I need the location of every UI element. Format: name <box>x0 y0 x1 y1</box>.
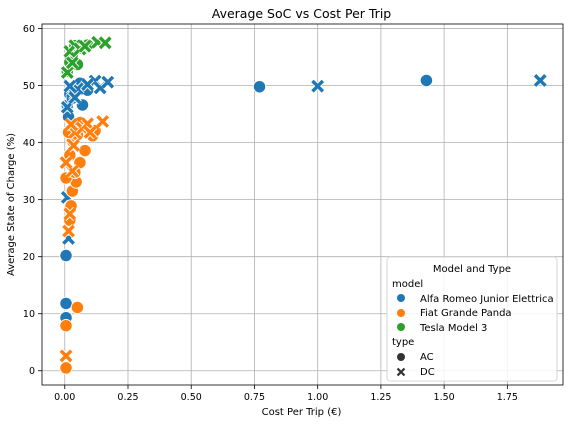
legend-marker-alfa <box>397 294 405 302</box>
data-point-dc <box>100 75 115 90</box>
data-point-dc <box>62 79 77 94</box>
legend-label-tesla: Tesla Model 3 <box>419 323 487 334</box>
y-tick-label: 60 <box>23 24 35 35</box>
data-point-dc <box>98 35 113 50</box>
y-tick-label: 20 <box>23 252 35 263</box>
data-point-dc <box>61 223 76 239</box>
data-points <box>58 35 548 375</box>
legend-marker-fiat <box>397 309 405 317</box>
data-point-dc <box>77 39 93 54</box>
legend: Model and Type model Alfa Romeo Junior E… <box>386 256 558 382</box>
chart-title: Average SoC vs Cost Per Trip <box>212 6 392 21</box>
data-point-dc <box>60 65 75 80</box>
legend-model-heading: model <box>392 279 423 290</box>
data-point-ac <box>78 143 92 158</box>
data-point-ac <box>70 300 85 315</box>
legend-label-fiat: Fiat Grande Panda <box>420 308 512 319</box>
data-point-ac <box>252 80 267 94</box>
x-axis-label: Cost Per Trip (€) <box>262 407 342 418</box>
legend-marker-ac <box>397 353 405 361</box>
axes: 0.00 0.25 0.50 0.75 1.00 1.25 1.50 1.75 0 10 20 30 4… <box>23 24 518 403</box>
data-point-dc <box>58 348 74 363</box>
y-tick-label: 30 <box>23 195 35 206</box>
x-tick-label: 1.50 <box>434 392 455 403</box>
legend-box <box>386 256 558 382</box>
data-point-dc <box>66 138 81 153</box>
data-point-dc <box>58 155 74 170</box>
x-tick-label: 0.25 <box>117 392 138 403</box>
x-tick-label: 0.00 <box>54 392 75 403</box>
x-tick-label: 1.00 <box>307 392 328 403</box>
x-tick-label: 1.25 <box>370 392 391 403</box>
y-tick-label: 10 <box>23 309 35 320</box>
y-axis-label: Average State of Charge (%) <box>6 133 17 276</box>
data-point-dc <box>80 116 95 131</box>
data-point-dc <box>83 125 98 140</box>
data-point-dc <box>65 55 80 70</box>
x-tick-label: 1.75 <box>497 392 518 403</box>
data-point-dc <box>95 114 110 129</box>
data-point-ac <box>419 73 434 88</box>
data-point-dc <box>533 73 548 88</box>
plot-frame <box>41 23 564 386</box>
data-point-dc <box>67 90 82 105</box>
legend-label-dc: DC <box>420 367 435 378</box>
legend-marker-dc <box>396 367 406 377</box>
y-tick-label: 0 <box>29 366 35 377</box>
legend-marker-tesla <box>397 323 405 331</box>
data-point-dc <box>62 206 77 221</box>
legend-title: Model and Type <box>433 264 511 275</box>
legend-label-alfa: Alfa Romeo Junior Elettrica <box>420 294 554 305</box>
legend-type-heading: type <box>392 337 414 348</box>
data-point-dc <box>310 79 325 94</box>
y-tick-label: 50 <box>23 81 35 92</box>
data-point-ac <box>59 296 73 311</box>
x-tick-label: 0.50 <box>181 392 202 403</box>
data-point-dc <box>64 117 79 132</box>
data-point-dc <box>80 77 95 92</box>
data-point-ac <box>59 361 73 375</box>
data-point-ac <box>59 319 73 333</box>
x-tick-label: 0.75 <box>244 392 265 403</box>
data-point-ac <box>59 248 73 263</box>
legend-label-ac: AC <box>420 352 434 363</box>
y-tick-label: 40 <box>23 138 35 149</box>
